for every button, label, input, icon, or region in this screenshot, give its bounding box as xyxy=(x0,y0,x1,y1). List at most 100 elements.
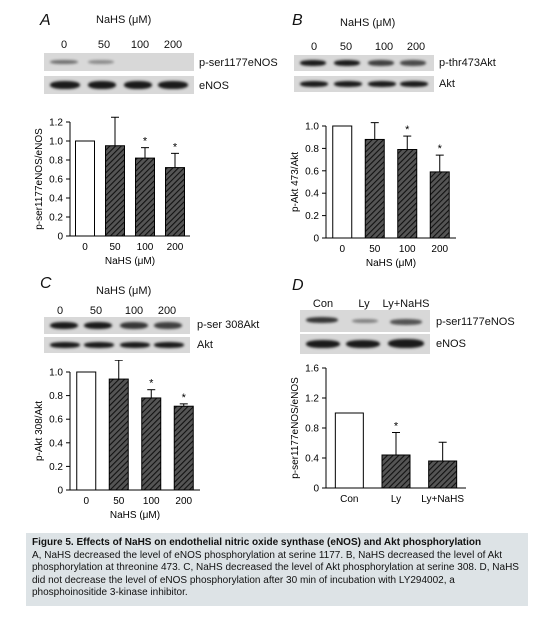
x-tick-label: 200 xyxy=(431,244,448,255)
y-tick-label: 0.8 xyxy=(305,424,319,435)
western-blot-total xyxy=(300,334,430,354)
lane-label: 100 xyxy=(130,39,150,51)
bar xyxy=(75,140,95,237)
y-tick-label: 0.2 xyxy=(305,211,319,222)
treatment-label: NaHS (μM) xyxy=(96,285,152,297)
y-tick-label: 0 xyxy=(313,234,319,245)
y-tick-label: 1.2 xyxy=(49,118,63,129)
y-tick-label: 0 xyxy=(57,486,63,497)
panel-letter: C xyxy=(40,275,52,292)
caption-title: Figure 5. Effects of NaHS on endothelial… xyxy=(32,537,482,548)
y-tick-label: 0.6 xyxy=(49,415,63,426)
bar xyxy=(141,397,162,491)
x-tick-label: 0 xyxy=(339,244,345,255)
x-tick-label: 50 xyxy=(113,496,125,507)
panel-letter: B xyxy=(292,12,303,29)
bar xyxy=(364,138,385,239)
blot-label: p-thr473Akt xyxy=(439,57,496,69)
y-tick-label: 1.2 xyxy=(305,394,319,405)
bar xyxy=(397,149,418,239)
treatment-label: NaHS (μM) xyxy=(340,17,396,29)
x-axis-label: NaHS (μM) xyxy=(366,258,416,269)
panel-letter: D xyxy=(292,277,304,294)
x-axis-label: NaHS (μM) xyxy=(110,510,160,521)
lane-label: 0 xyxy=(56,305,64,317)
bar-chart-b: 0 0.2 0.4 0.6 0.8 1.0 p-Akt 473/Akt 0 50 * 100 * 200… xyxy=(290,122,456,269)
treatment-label: NaHS (μM) xyxy=(96,14,152,26)
x-tick-label: 0 xyxy=(82,242,88,253)
lane-label: 200 xyxy=(406,41,426,53)
significance-marker: * xyxy=(438,143,443,155)
bar xyxy=(165,167,185,237)
blot-label: eNOS xyxy=(199,80,229,92)
bar xyxy=(173,405,194,491)
y-tick-label: 0.6 xyxy=(49,175,63,186)
caption-text: A, NaHS decreased the level of eNOS phos… xyxy=(32,549,519,599)
significance-marker: * xyxy=(182,392,187,404)
significance-marker: * xyxy=(394,421,399,433)
y-tick-label: 0.4 xyxy=(305,189,319,200)
y-tick-label: 0.8 xyxy=(305,144,319,155)
western-blot-phospho xyxy=(44,317,190,334)
significance-marker: * xyxy=(149,378,154,390)
significance-marker: * xyxy=(143,136,148,148)
lane-label: 0 xyxy=(310,41,318,53)
blot-label: Akt xyxy=(197,339,213,351)
bar-chart-d: 0 0.4 0.8 1.2 1.6 p-ser1177eNOS/eNOS Con * Ly Ly+… xyxy=(290,364,466,505)
y-tick-label: 1.0 xyxy=(305,122,319,133)
western-blot-total xyxy=(294,76,434,92)
bar xyxy=(429,171,450,239)
y-axis-label: p-ser1177eNOS/eNOS xyxy=(290,377,301,479)
western-blot-total xyxy=(44,337,190,353)
lane-label: 0 xyxy=(60,39,68,51)
bar xyxy=(108,378,129,491)
blot-label: p-ser 308Akt xyxy=(197,319,260,331)
blot-label: Akt xyxy=(439,78,455,90)
y-tick-label: 0.8 xyxy=(49,156,63,167)
lane-label: Con xyxy=(312,298,334,310)
western-blot-phospho xyxy=(300,310,430,332)
western-blot-total xyxy=(44,76,194,94)
x-tick-label: 100 xyxy=(143,496,160,507)
significance-marker: * xyxy=(405,124,410,136)
y-tick-label: 0.2 xyxy=(49,213,63,224)
blot-label: p-ser1177eNOS xyxy=(436,316,515,328)
y-tick-label: 0.4 xyxy=(49,194,63,205)
lane-label: 100 xyxy=(124,305,144,317)
x-tick-label: 50 xyxy=(369,244,381,255)
x-tick-label: Con xyxy=(340,494,358,505)
significance-marker: * xyxy=(173,141,178,153)
y-tick-label: 0 xyxy=(57,232,63,243)
bar xyxy=(428,460,458,489)
western-blot-phospho xyxy=(44,53,194,71)
lane-label: Ly xyxy=(358,298,370,310)
blot-label: p-ser1177eNOS xyxy=(199,57,278,69)
y-tick-label: 1.6 xyxy=(305,364,319,375)
bar-chart-a: 0 0.2 0.4 0.6 0.8 1.0 1.2 p-ser1177eNOS/eNOS 0 50… xyxy=(34,116,190,267)
y-tick-label: 0.8 xyxy=(49,391,63,402)
x-tick-label: Ly xyxy=(391,494,401,505)
x-tick-label: 50 xyxy=(109,242,121,253)
bar xyxy=(76,371,97,491)
western-blot-phospho xyxy=(294,55,434,71)
y-tick-label: 0.4 xyxy=(49,438,63,449)
figure-caption: Figure 5. Effects of NaHS on endothelial… xyxy=(26,533,528,606)
x-tick-label: 0 xyxy=(83,496,89,507)
bar xyxy=(381,454,411,489)
lane-label: 100 xyxy=(374,41,394,53)
x-tick-label: 100 xyxy=(399,244,416,255)
x-axis-label: NaHS (μM) xyxy=(105,256,155,267)
y-tick-label: 0.4 xyxy=(305,454,319,465)
blot-label: eNOS xyxy=(436,338,466,350)
y-tick-label: 0.2 xyxy=(49,462,63,473)
lane-label: 50 xyxy=(89,305,103,317)
y-tick-label: 0.6 xyxy=(305,166,319,177)
y-axis-label: p-ser1177eNOS/eNOS xyxy=(34,128,45,230)
y-axis-label: p-Akt 308/Akt xyxy=(34,401,45,461)
x-tick-label: 200 xyxy=(167,242,184,253)
y-tick-label: 1.0 xyxy=(49,137,63,148)
bar xyxy=(105,145,125,237)
bar-chart-c: 0 0.2 0.4 0.6 0.8 1.0 p-Akt 308/Akt 0 50 * 100 * 200… xyxy=(34,360,200,521)
x-tick-label: 200 xyxy=(175,496,192,507)
lane-label: 50 xyxy=(97,39,111,51)
